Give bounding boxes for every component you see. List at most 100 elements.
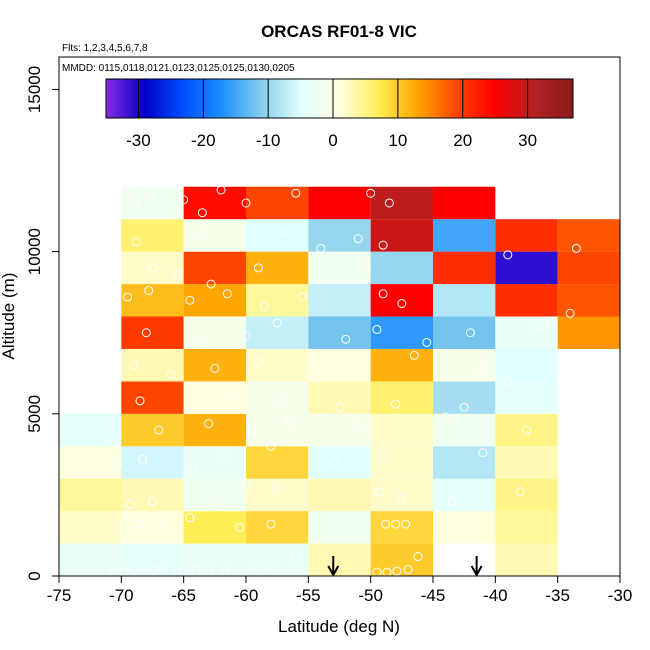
heatmap-cell	[370, 284, 433, 317]
heatmap-cell	[370, 478, 433, 512]
heatmap-cell	[433, 413, 496, 447]
observation-point	[422, 337, 432, 347]
observation-point	[204, 419, 214, 429]
y-tick-label: 10000	[25, 228, 44, 275]
observation-point	[241, 331, 251, 341]
heatmap-cell	[370, 413, 433, 447]
heatmap-cell	[370, 381, 433, 414]
observation-point	[291, 552, 301, 562]
heatmap-cell	[557, 219, 620, 252]
heatmap-cell	[59, 413, 122, 447]
heatmap-cell	[433, 251, 496, 285]
observation-point	[413, 552, 423, 562]
x-tick-label: -55	[296, 586, 321, 605]
observation-point	[359, 260, 369, 270]
heatmap-cell	[495, 251, 558, 285]
heatmap-cell	[246, 381, 309, 414]
observation-point	[341, 334, 351, 344]
observation-point	[565, 308, 575, 318]
observation-point	[204, 566, 214, 576]
observation-point	[534, 321, 544, 331]
heatmap-cell	[183, 251, 246, 285]
observation-point	[503, 376, 513, 386]
observation-point	[297, 292, 307, 302]
y-tick-label: 0	[25, 571, 44, 580]
observation-points	[106, 185, 581, 578]
observation-point	[191, 565, 201, 575]
observation-point	[206, 279, 216, 289]
observation-point	[478, 448, 488, 458]
observation-point	[179, 195, 189, 205]
heatmap-cell	[183, 348, 246, 382]
observation-point	[353, 234, 363, 244]
x-tick-label: -75	[47, 586, 72, 605]
observation-point	[187, 464, 197, 474]
heatmap-cell	[246, 219, 309, 252]
observation-point	[260, 302, 270, 312]
observation-point	[159, 563, 169, 573]
heatmap-cell	[183, 186, 246, 220]
observation-point	[328, 457, 338, 467]
observation-point	[378, 289, 388, 299]
heatmap-cell	[183, 446, 246, 479]
colorbar: -30 -20 -10 0 10 20 30	[105, 78, 574, 150]
heatmap-cell	[183, 219, 246, 252]
heatmap-cell	[59, 478, 122, 512]
observation-point	[374, 487, 384, 497]
observation-point	[278, 396, 288, 406]
heatmap-cell	[433, 348, 496, 382]
heatmap-cell	[370, 511, 433, 544]
heatmap-cell	[308, 186, 371, 220]
heatmap-cell	[495, 219, 558, 252]
colorbar-gradient	[105, 78, 574, 119]
down-arrow-icon	[470, 556, 483, 578]
observation-point	[139, 568, 149, 578]
observation-point	[359, 354, 369, 364]
observation-point	[272, 318, 282, 328]
observation-point	[197, 208, 207, 218]
observation-point	[515, 487, 525, 497]
heatmap-cell	[557, 316, 620, 349]
heatmap-cell	[308, 446, 371, 479]
observation-point	[303, 363, 313, 373]
observation-point	[447, 496, 457, 506]
heatmap-cell	[495, 413, 558, 447]
observation-point	[197, 230, 207, 240]
x-tick-label: -40	[483, 586, 508, 605]
observation-point	[210, 496, 220, 506]
y-tick-label: 15000	[25, 66, 44, 113]
heatmap-cell	[308, 348, 371, 382]
observation-point	[148, 263, 157, 273]
observation-point	[247, 563, 257, 573]
heatmap-cell	[121, 446, 184, 479]
observation-point	[113, 461, 123, 471]
observation-point	[316, 243, 326, 253]
heatmap-cell	[121, 478, 184, 512]
heatmap-cell	[246, 511, 309, 544]
observation-point	[135, 396, 145, 406]
observation-point	[216, 185, 226, 195]
heatmap-cell	[121, 543, 184, 576]
observation-point	[247, 425, 257, 435]
observation-point	[381, 519, 391, 529]
heatmap-cell	[370, 219, 433, 252]
observation-point	[272, 483, 282, 493]
observation-point	[241, 480, 251, 490]
heatmap-cell	[121, 381, 184, 414]
observation-point	[465, 328, 475, 338]
heatmap-cell	[121, 511, 184, 544]
observation-point	[397, 299, 407, 309]
heatmap-cell	[370, 348, 433, 382]
observation-point	[285, 415, 295, 425]
y-tick-label: 5000	[25, 395, 44, 433]
colorbar-tick-label: 0	[328, 131, 337, 150]
observation-point	[266, 441, 276, 451]
heatmap-cell	[495, 543, 558, 576]
x-axis: -75 -70 -65 -60 -55 -50 -45 -40 -35 -30	[47, 576, 632, 605]
observation-point	[291, 188, 301, 198]
observation-point	[459, 402, 469, 412]
observation-point	[384, 198, 394, 208]
observation-point	[197, 337, 207, 347]
y-axis: 0 5000 10000 15000	[25, 66, 59, 581]
heatmap-cell	[433, 219, 496, 252]
